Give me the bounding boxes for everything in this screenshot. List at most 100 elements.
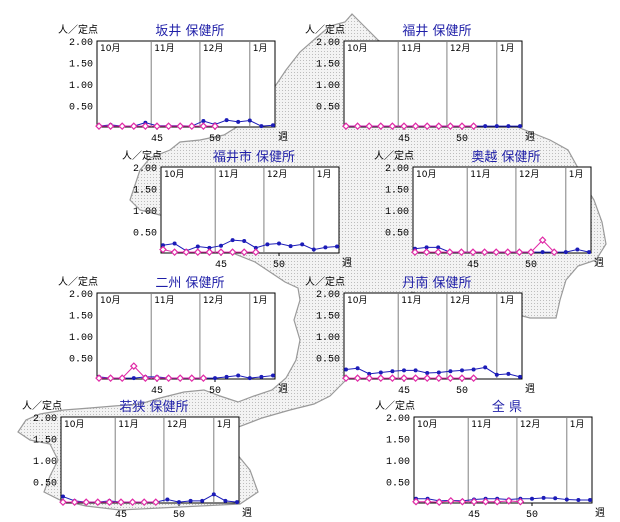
current-season-point [344, 367, 348, 372]
y-tick-label: 1.00 [316, 333, 340, 344]
previous-season-point [118, 374, 127, 382]
previous-season-point [106, 374, 115, 382]
previous-season-point [423, 122, 432, 130]
current-season-point [390, 369, 395, 374]
plot-area [96, 292, 276, 380]
y-tick-label: 0.50 [69, 103, 93, 114]
chart-title: 丹南 保健所 [402, 275, 471, 291]
previous-season-point [164, 374, 173, 382]
chart-title: 全 県 [492, 399, 522, 415]
current-season-point [518, 374, 522, 379]
current-season-point [200, 498, 205, 503]
current-season-point [460, 368, 464, 373]
previous-season-point [353, 374, 362, 382]
current-season-point [235, 500, 239, 505]
x-tick-label: 45 [215, 260, 227, 271]
month-label: 11月 [471, 419, 491, 430]
y-tick-label: 1.00 [69, 333, 93, 344]
previous-season-point [176, 122, 185, 130]
plot-area [60, 416, 240, 504]
previous-season-point [469, 374, 478, 382]
month-label: 10月 [164, 169, 184, 180]
current-season-point [335, 244, 339, 249]
x-tick-label: 45 [151, 134, 163, 145]
chart-title: 福井 保健所 [402, 24, 471, 39]
previous-season-point [129, 122, 138, 130]
previous-season-point [70, 498, 79, 506]
current-season-point [378, 370, 383, 375]
current-season-point [259, 124, 264, 129]
y-tick-label: 1.50 [133, 186, 157, 197]
x-tick-label: 50 [456, 134, 468, 145]
current-season-point [540, 250, 545, 255]
month-label: 11月 [470, 169, 490, 180]
chart-title: 若狭 保健所 [119, 399, 188, 415]
previous-season-point [141, 122, 150, 130]
month-label: 1月 [500, 43, 515, 54]
previous-season-point [388, 122, 397, 130]
current-season-point [471, 367, 476, 372]
plot-area [96, 40, 276, 128]
month-label: 11月 [401, 43, 421, 54]
previous-season-point [82, 498, 91, 506]
current-season-point [247, 376, 252, 381]
month-label: 12月 [519, 169, 539, 180]
previous-season-point [141, 374, 150, 382]
current-season-point [207, 245, 212, 250]
month-label: 10月 [100, 295, 120, 306]
month-label: 12月 [450, 295, 470, 306]
unit-label: 人／定点 [374, 149, 414, 162]
current-season-point [223, 498, 228, 503]
previous-season-point [118, 122, 127, 130]
current-season-line [345, 366, 521, 378]
previous-season-point [153, 374, 161, 382]
y-tick-label: 1.50 [316, 312, 340, 323]
current-season-point [172, 241, 177, 246]
month-label: 10月 [416, 169, 436, 180]
current-season-point [576, 497, 581, 502]
y-tick-label: 0.50 [316, 355, 340, 366]
current-season-point [483, 124, 488, 129]
previous-season-point [228, 248, 237, 256]
y-tick-label: 1.50 [316, 60, 340, 71]
previous-season-point [469, 122, 478, 130]
previous-season-point [527, 248, 535, 256]
current-season-point [413, 368, 418, 373]
x-tick-label: 50 [209, 134, 221, 145]
current-season-point [271, 373, 275, 378]
y-tick-label: 0.50 [386, 479, 410, 490]
previous-season-line [99, 365, 204, 379]
previous-season-point [516, 497, 525, 506]
current-season-point [271, 123, 275, 128]
previous-season-point [199, 122, 208, 130]
x-tick-label: 50 [273, 260, 285, 271]
y-tick-label: 1.00 [33, 457, 57, 468]
previous-season-point [365, 122, 374, 130]
current-season-point [211, 492, 216, 497]
y-tick-label: 1.00 [386, 457, 410, 468]
previous-season-point [251, 248, 260, 256]
current-season-point [424, 245, 429, 250]
week-axis-label: 週 [595, 507, 605, 519]
current-season-point [131, 376, 136, 381]
previous-season-point [170, 248, 179, 256]
unit-label: 人／定点 [22, 399, 62, 412]
y-tick-label: 0.50 [133, 229, 157, 240]
x-tick-label: 45 [467, 260, 479, 271]
y-tick-label: 1.50 [69, 60, 93, 71]
month-label: 11月 [154, 43, 174, 54]
unit-label: 人／定点 [305, 275, 345, 288]
current-season-point [367, 371, 372, 376]
current-season-point [311, 247, 316, 252]
previous-season-point [423, 374, 432, 382]
month-label: 12月 [267, 169, 287, 180]
previous-season-point [199, 374, 208, 382]
previous-season-point [365, 374, 374, 382]
current-season-point [219, 243, 223, 248]
previous-season-point [164, 122, 173, 130]
